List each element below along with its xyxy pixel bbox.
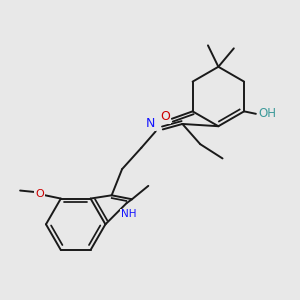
Text: O: O xyxy=(35,188,44,199)
Text: NH: NH xyxy=(121,209,137,220)
Text: O: O xyxy=(160,110,170,123)
Text: N: N xyxy=(146,118,155,130)
Text: OH: OH xyxy=(258,107,276,120)
